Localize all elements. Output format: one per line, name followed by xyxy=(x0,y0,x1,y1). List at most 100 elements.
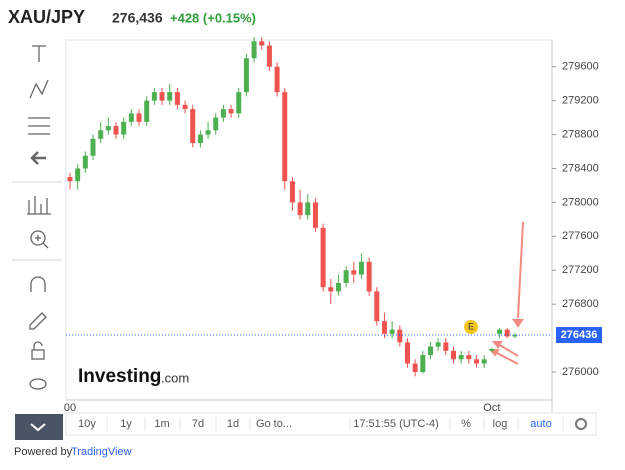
candle-body xyxy=(98,130,104,139)
back-tool[interactable] xyxy=(30,151,46,165)
toolbar-button[interactable]: 1y xyxy=(120,418,132,430)
toolbar-button[interactable]: % xyxy=(461,418,471,430)
toolbar-button[interactable]: 10y xyxy=(78,418,96,430)
candle-body xyxy=(259,41,265,46)
lock-tool[interactable] xyxy=(31,349,45,360)
fib-tool[interactable] xyxy=(28,117,50,135)
toolbar-button[interactable]: 1m xyxy=(154,418,169,430)
candle-body xyxy=(144,100,150,122)
candle-body xyxy=(67,176,73,182)
candle-body xyxy=(412,363,418,373)
arrow xyxy=(517,221,524,319)
footer-text: Powered by xyxy=(14,446,73,458)
candle-body xyxy=(320,227,326,288)
candle-body xyxy=(167,92,173,101)
x-tick-label: 00 xyxy=(64,402,76,414)
logo-suffix: .com xyxy=(161,370,189,385)
candle-body xyxy=(251,41,257,59)
pattern-tool[interactable] xyxy=(29,79,49,99)
candle-body xyxy=(328,287,334,292)
event-label: E xyxy=(468,321,474,331)
zoom-glyph xyxy=(35,235,49,249)
y-tick-label: 277200 xyxy=(562,264,599,276)
candle-body xyxy=(358,261,364,275)
current-price-label: 276436 xyxy=(561,329,598,341)
candle-body xyxy=(366,261,372,292)
candle-body xyxy=(435,342,441,347)
settings-button[interactable] xyxy=(575,418,587,430)
lock-shackle xyxy=(33,341,43,350)
arrow xyxy=(494,351,519,365)
candle-body xyxy=(404,342,410,364)
plot-area xyxy=(65,39,553,401)
candle-body xyxy=(274,66,280,93)
candle-body xyxy=(420,355,426,373)
candle-body xyxy=(458,355,464,360)
measure-tool[interactable] xyxy=(27,196,51,215)
candle-body xyxy=(443,342,449,351)
toolbar-button[interactable]: log xyxy=(493,418,508,430)
candle-body xyxy=(297,202,303,216)
candle-body xyxy=(305,202,311,216)
text-tool[interactable] xyxy=(32,45,46,62)
candle-body xyxy=(374,291,380,322)
candle-body xyxy=(466,355,472,360)
candle-body xyxy=(128,113,134,122)
toolbar-button[interactable]: auto xyxy=(530,418,551,430)
pencil-tool[interactable] xyxy=(29,312,47,330)
candle-body xyxy=(489,349,495,351)
candle-body xyxy=(113,126,119,135)
time-toolbar xyxy=(65,412,597,436)
candle-body xyxy=(197,134,203,144)
candle-body xyxy=(312,202,318,228)
y-tick-label: 279200 xyxy=(562,95,599,107)
footer-link[interactable]: TradingView xyxy=(71,446,132,458)
candle-body xyxy=(213,117,219,131)
x-tick-label: Oct xyxy=(483,402,500,414)
arrows xyxy=(488,221,524,365)
zoom-tool[interactable] xyxy=(30,230,46,246)
arrow-head xyxy=(512,319,524,328)
y-tick-label: 278000 xyxy=(562,196,599,208)
candle-body xyxy=(236,92,242,114)
candle-body xyxy=(335,282,341,292)
toolbar-button[interactable]: Go to... xyxy=(256,418,292,430)
candle-body xyxy=(136,113,142,122)
candle-body xyxy=(220,109,226,118)
current-price-box xyxy=(556,327,602,344)
toolbar-button[interactable]: 17:51:55 (UTC-4) xyxy=(353,418,439,430)
candle-body xyxy=(512,335,518,337)
candle-body xyxy=(343,270,349,283)
collapse-button[interactable] xyxy=(15,414,63,440)
drawing-tools[interactable] xyxy=(12,45,62,390)
y-tick-label: 278800 xyxy=(562,128,599,140)
candle-body xyxy=(190,109,196,144)
candle-body xyxy=(289,181,295,203)
candle-body xyxy=(182,104,188,110)
y-tick-label: 278400 xyxy=(562,162,599,174)
logo: Investing xyxy=(78,366,161,387)
candle-body xyxy=(174,92,180,105)
magnet-tool[interactable] xyxy=(30,276,46,292)
candle-body xyxy=(504,329,510,337)
symbol: XAU/JPY xyxy=(8,7,85,27)
y-tick-label: 277600 xyxy=(562,230,599,242)
candle-body xyxy=(75,168,81,182)
toolbar-button[interactable]: 7d xyxy=(192,418,204,430)
candle-body xyxy=(205,130,211,135)
arrow xyxy=(497,343,519,357)
candle-body xyxy=(121,121,127,135)
toolbar-button[interactable]: 1d xyxy=(227,418,239,430)
event-badge[interactable] xyxy=(464,320,478,334)
candle-body xyxy=(82,155,88,169)
candle-body xyxy=(389,329,395,334)
candle-body xyxy=(228,109,234,114)
candle-body xyxy=(243,58,249,93)
arrow-head xyxy=(488,349,500,357)
chevron xyxy=(30,423,46,432)
eye-tool[interactable] xyxy=(29,378,47,390)
candle-body xyxy=(159,92,165,101)
candle-body xyxy=(90,138,96,156)
candle-body xyxy=(397,329,403,343)
